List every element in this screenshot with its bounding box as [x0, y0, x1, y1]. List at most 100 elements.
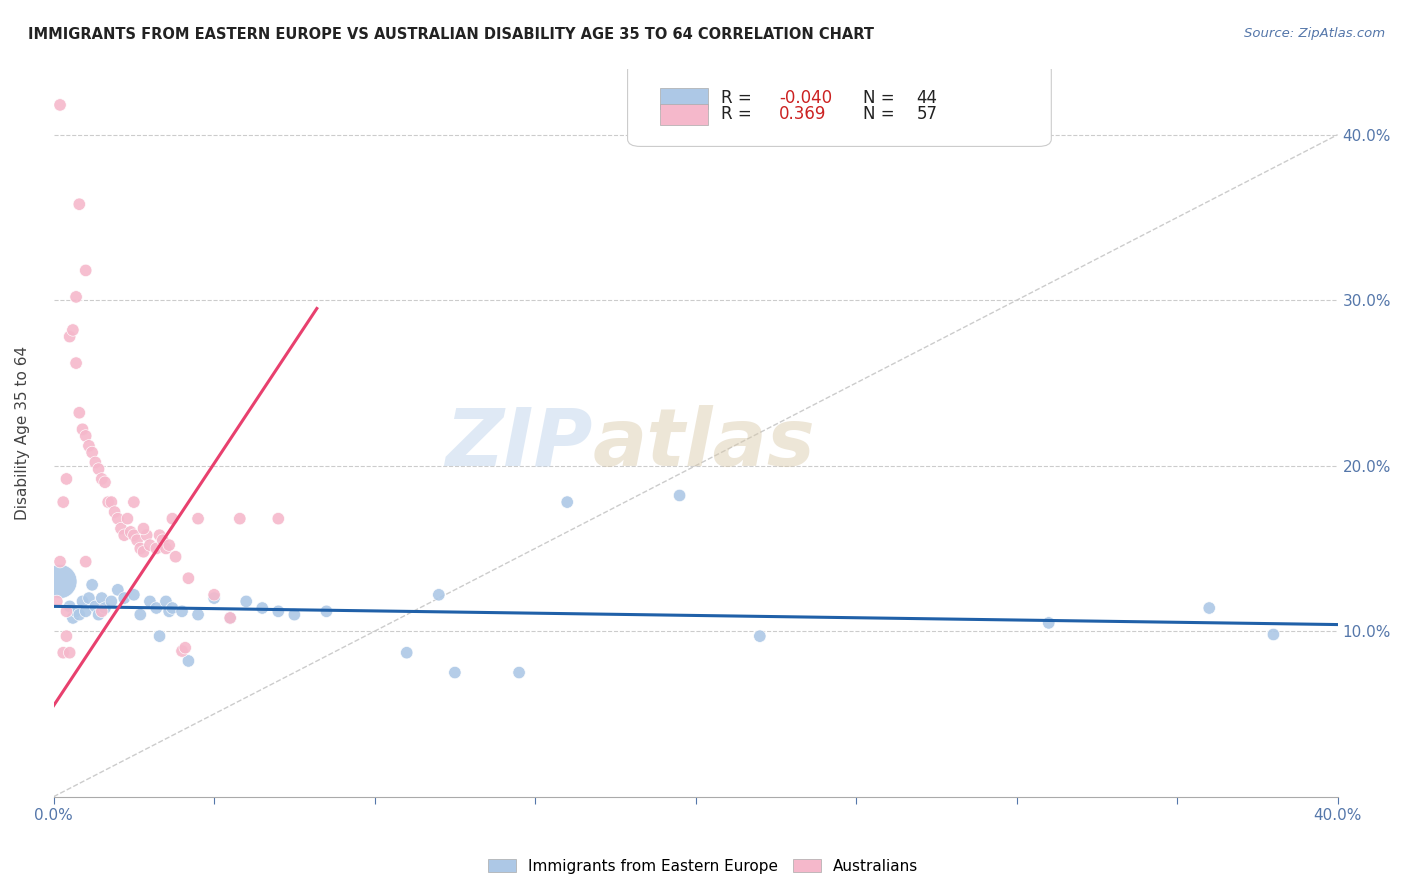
- Point: [235, 594, 257, 608]
- Point: [49, 555, 72, 569]
- Point: [97, 495, 120, 509]
- Point: [267, 604, 290, 618]
- Point: [90, 604, 112, 618]
- Point: [155, 594, 177, 608]
- Point: [162, 511, 184, 525]
- Point: [77, 591, 100, 606]
- Point: [395, 646, 418, 660]
- Point: [67, 607, 90, 622]
- Point: [77, 439, 100, 453]
- Point: [52, 495, 75, 509]
- Text: 57: 57: [917, 105, 938, 123]
- Point: [59, 329, 82, 343]
- Point: [104, 505, 127, 519]
- Point: [132, 545, 155, 559]
- Point: [90, 472, 112, 486]
- Point: [52, 646, 75, 660]
- Text: atlas: atlas: [593, 404, 815, 483]
- Point: [315, 604, 337, 618]
- Point: [107, 582, 129, 597]
- Point: [100, 495, 122, 509]
- Point: [84, 455, 107, 469]
- Point: [145, 541, 167, 556]
- Point: [82, 578, 104, 592]
- Point: [75, 429, 97, 443]
- Point: [55, 629, 77, 643]
- Point: [135, 528, 157, 542]
- FancyBboxPatch shape: [659, 104, 709, 125]
- Point: [59, 646, 82, 660]
- Point: [170, 644, 193, 658]
- Point: [72, 422, 94, 436]
- Point: [94, 475, 117, 490]
- Point: [129, 541, 152, 556]
- Point: [75, 555, 97, 569]
- Point: [87, 462, 110, 476]
- Point: [75, 263, 97, 277]
- Text: N =: N =: [862, 89, 894, 107]
- Point: [55, 472, 77, 486]
- Point: [49, 98, 72, 112]
- Point: [100, 594, 122, 608]
- Point: [55, 604, 77, 618]
- Point: [219, 611, 242, 625]
- Point: [72, 594, 94, 608]
- Point: [59, 599, 82, 614]
- Point: [177, 571, 200, 585]
- Point: [202, 588, 225, 602]
- Point: [148, 629, 170, 643]
- Text: Source: ZipAtlas.com: Source: ZipAtlas.com: [1244, 27, 1385, 40]
- Point: [87, 607, 110, 622]
- Legend: Immigrants from Eastern Europe, Australians: Immigrants from Eastern Europe, Australi…: [482, 853, 924, 880]
- Point: [427, 588, 450, 602]
- Point: [283, 607, 305, 622]
- FancyBboxPatch shape: [659, 88, 709, 109]
- Point: [157, 604, 180, 618]
- Point: [94, 601, 117, 615]
- Point: [120, 524, 142, 539]
- Point: [162, 601, 184, 615]
- Point: [252, 601, 274, 615]
- Point: [229, 511, 252, 525]
- Point: [139, 594, 162, 608]
- Point: [75, 604, 97, 618]
- Text: N =: N =: [862, 105, 894, 123]
- Point: [122, 528, 145, 542]
- Point: [187, 607, 209, 622]
- Point: [67, 197, 90, 211]
- Point: [84, 599, 107, 614]
- Point: [112, 528, 135, 542]
- Point: [444, 665, 467, 680]
- Point: [107, 511, 129, 525]
- Point: [125, 533, 148, 548]
- Point: [65, 604, 87, 618]
- Point: [555, 495, 578, 509]
- Point: [49, 574, 72, 589]
- Point: [148, 528, 170, 542]
- Text: 44: 44: [917, 89, 938, 107]
- Text: ZIP: ZIP: [446, 404, 593, 483]
- Point: [187, 511, 209, 525]
- Point: [219, 611, 242, 625]
- Point: [122, 495, 145, 509]
- Y-axis label: Disability Age 35 to 64: Disability Age 35 to 64: [15, 345, 30, 520]
- Point: [177, 654, 200, 668]
- FancyBboxPatch shape: [627, 62, 1052, 146]
- Point: [1198, 601, 1220, 615]
- Text: 0.369: 0.369: [779, 105, 827, 123]
- Point: [67, 406, 90, 420]
- Point: [62, 323, 84, 337]
- Point: [748, 629, 770, 643]
- Point: [117, 511, 139, 525]
- Point: [122, 588, 145, 602]
- Point: [157, 538, 180, 552]
- Point: [152, 533, 174, 548]
- Point: [165, 549, 187, 564]
- Point: [132, 522, 155, 536]
- Point: [45, 594, 67, 608]
- Point: [267, 511, 290, 525]
- Point: [112, 591, 135, 606]
- Point: [129, 607, 152, 622]
- Point: [1038, 615, 1060, 630]
- Point: [110, 522, 132, 536]
